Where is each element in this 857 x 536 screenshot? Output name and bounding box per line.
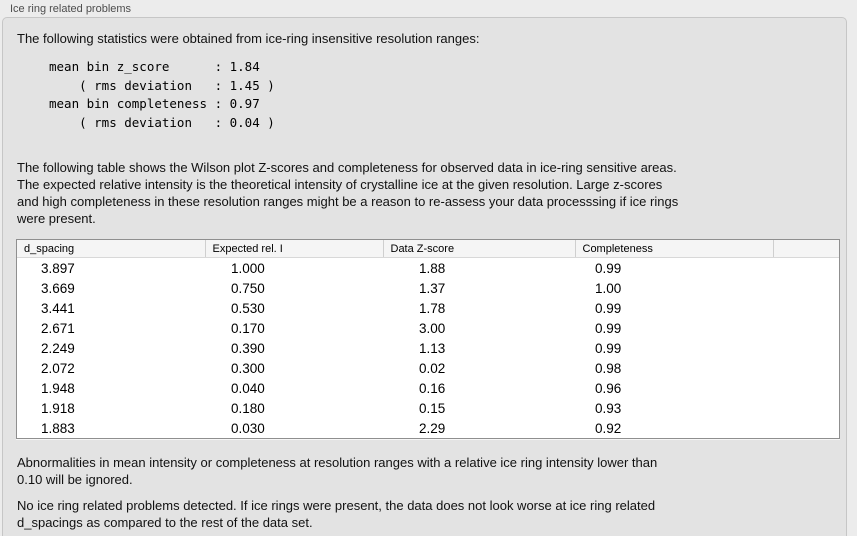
cell-data-z-score: 3.00 [419, 320, 446, 336]
cell-completeness: 0.99 [595, 340, 622, 356]
table-row[interactable]: 3.441 0.530 1.78 0.99 [17, 298, 839, 318]
cell-d-spacing: 2.072 [41, 360, 75, 376]
table-row[interactable]: 1.948 0.040 0.16 0.96 [17, 378, 839, 398]
cell-data-z-score: 1.88 [419, 260, 446, 276]
cell-data-z-score: 2.29 [419, 420, 446, 436]
panel-group-box: The following statistics were obtained f… [2, 17, 847, 536]
cell-d-spacing: 1.948 [41, 380, 75, 396]
cell-d-spacing: 1.918 [41, 400, 75, 416]
table-row[interactable]: 3.669 0.750 1.37 1.00 [17, 278, 839, 298]
cell-filler [773, 338, 839, 358]
cell-data-z-score: 1.78 [419, 300, 446, 316]
cell-data-z-score: 0.02 [419, 360, 446, 376]
conclusion-note: No ice ring related problems detected. I… [17, 498, 656, 530]
ice-ring-table[interactable]: d_spacing Expected rel. I Data Z-score Comp… [16, 239, 840, 439]
description-text: The following table shows the Wilson plo… [17, 160, 679, 226]
cell-expected-rel-i: 1.000 [231, 260, 265, 276]
column-header-filler [772, 240, 839, 258]
table-row[interactable]: 3.897 1.000 1.88 0.99 [17, 258, 839, 279]
panel-title: Ice ring related problems [10, 3, 132, 15]
cell-filler [773, 398, 839, 418]
cell-expected-rel-i: 0.750 [231, 280, 265, 296]
cell-d-spacing: 3.441 [41, 300, 75, 316]
stats-block: mean bin z_score : 1.84 ( rms deviation … [49, 59, 275, 130]
cell-data-z-score: 1.13 [419, 340, 446, 356]
cell-expected-rel-i: 0.390 [231, 340, 265, 356]
column-header-expected-rel-i[interactable]: Expected rel. I [204, 240, 383, 258]
cell-filler [773, 358, 839, 378]
cell-filler [773, 278, 839, 298]
cell-completeness: 0.99 [595, 320, 622, 336]
cell-completeness: 0.99 [595, 300, 622, 316]
cell-filler [773, 378, 839, 398]
column-header-data-z-score[interactable]: Data Z-score [382, 240, 575, 258]
cell-completeness: 0.98 [595, 360, 622, 376]
table-header-row: d_spacing Expected rel. I Data Z-score Comp… [17, 240, 839, 258]
cell-completeness: 1.00 [595, 280, 622, 296]
cell-expected-rel-i: 0.030 [231, 420, 265, 436]
cell-data-z-score: 0.15 [419, 400, 446, 416]
table-row[interactable]: 1.883 0.030 2.29 0.92 [17, 418, 839, 438]
cell-completeness: 0.93 [595, 400, 622, 416]
cell-filler [773, 318, 839, 338]
cell-completeness: 0.96 [595, 380, 622, 396]
table-row[interactable]: 2.072 0.300 0.02 0.98 [17, 358, 839, 378]
cell-d-spacing: 2.671 [41, 320, 75, 336]
ice-ring-table-grid: d_spacing Expected rel. I Data Z-score Comp… [17, 240, 839, 438]
column-header-d-spacing[interactable]: d_spacing [17, 240, 205, 258]
column-header-completeness[interactable]: Completeness [574, 240, 773, 258]
cell-d-spacing: 2.249 [41, 340, 75, 356]
cell-completeness: 0.99 [595, 260, 622, 276]
table-row[interactable]: 2.249 0.390 1.13 0.99 [17, 338, 839, 358]
cell-expected-rel-i: 0.300 [231, 360, 265, 376]
cell-expected-rel-i: 0.170 [231, 320, 265, 336]
cell-data-z-score: 1.37 [419, 280, 446, 296]
ignore-threshold-note: Abnormalities in mean intensity or compl… [17, 455, 658, 487]
cell-data-z-score: 0.16 [419, 380, 446, 396]
cell-expected-rel-i: 0.530 [231, 300, 265, 316]
cell-d-spacing: 3.897 [41, 260, 75, 276]
cell-completeness: 0.92 [595, 420, 622, 436]
cell-filler [773, 418, 839, 438]
cell-filler [773, 298, 839, 318]
cell-d-spacing: 1.883 [41, 420, 75, 436]
cell-expected-rel-i: 0.040 [231, 380, 265, 396]
intro-text: The following statistics were obtained f… [17, 31, 480, 46]
cell-filler [773, 258, 839, 279]
cell-d-spacing: 3.669 [41, 280, 75, 296]
table-row[interactable]: 2.671 0.170 3.00 0.99 [17, 318, 839, 338]
cell-expected-rel-i: 0.180 [231, 400, 265, 416]
table-row[interactable]: 1.918 0.180 0.15 0.93 [17, 398, 839, 418]
